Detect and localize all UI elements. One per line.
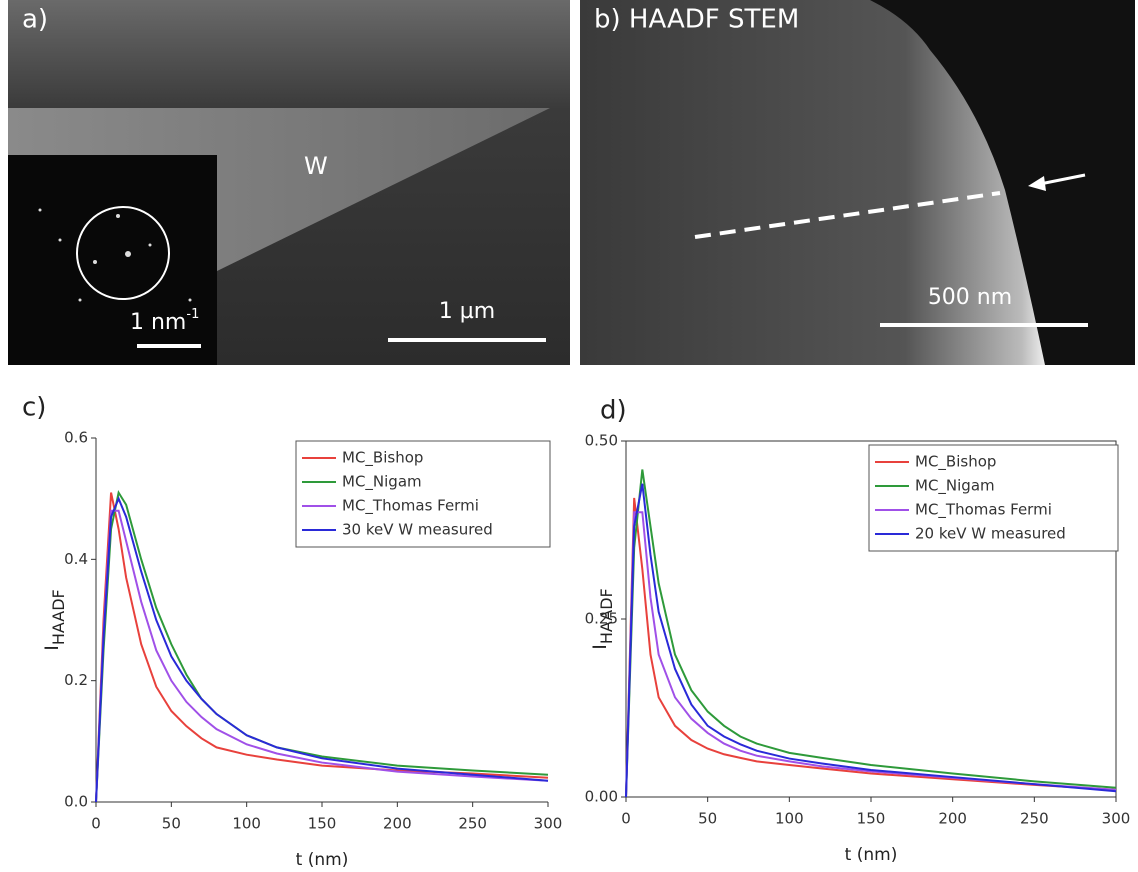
x-axis-label: t (nm) [296,850,349,870]
y-tick-label: 0.2 [64,671,88,689]
series-line [95,496,549,803]
arrow-head [1028,176,1046,191]
diffraction-spots [38,208,192,302]
x-tick-label: 0 [621,810,631,828]
panel-label: b) HAADF STEM [594,5,799,35]
legend-label: 20 keV W measured [915,525,1066,543]
specimen [580,0,1045,365]
x-tick-label: 250 [1020,810,1049,828]
line-profile [694,191,1001,239]
series-line [95,509,549,803]
legend-label: MC_Bishop [915,453,996,472]
panel-label: a) [22,5,48,35]
x-tick-label: 250 [458,815,487,833]
x-tick-label: 300 [1102,810,1131,828]
panel-b: b) HAADF STEM 500 nm [580,0,1135,365]
inset [8,155,217,365]
y-tick-label: 0.00 [585,788,618,806]
x-tick-label: 100 [232,815,261,833]
panel-label: d) [600,396,627,426]
x-axis-label: t (nm) [845,845,898,865]
panel-label: c) [22,393,46,423]
y-axis-label: IHAADF [41,589,68,651]
series-line [625,469,1117,798]
inset-scale-text: 1 nm [130,310,186,335]
x-tick-label: 100 [775,810,804,828]
x-tick-label: 0 [91,815,101,833]
y-label-sub: HAADF [49,589,68,645]
x-tick-label: 300 [534,815,563,833]
x-tick-label: 50 [162,815,181,833]
y-tick-label: 0.25 [585,610,618,628]
legend-label: MC_Thomas Fermi [915,501,1052,520]
legend-box [868,444,1119,552]
x-tick-label: 50 [698,810,717,828]
legend-label: MC_Nigam [915,477,995,496]
y-tick-label: 0.4 [64,550,88,568]
y-axis-label: IHAADF [589,588,616,650]
x-tick-label: 200 [938,810,967,828]
legend-label: MC_Bishop [342,449,423,468]
inset-scale: 1 nm-1 [130,307,199,336]
x-tick-label: 200 [383,815,412,833]
y-label-main: I [589,644,611,650]
scale-label: 1 µm [439,299,495,324]
arrow [1039,173,1086,186]
scale-label: 500 nm [928,285,1012,310]
y-label-main: I [41,645,63,651]
y-tick-label: 0.0 [64,793,88,811]
panel-a: a) W 1 nm-1 1 µm [8,0,570,365]
series-line [625,483,1117,798]
legend-label: 30 keV W measured [342,521,493,539]
y-tick-label: 0.50 [585,432,618,450]
legend-label: MC_Thomas Fermi [342,497,479,516]
inset-scale-sup: -1 [186,307,199,322]
x-tick-label: 150 [857,810,886,828]
series-line [95,492,549,803]
legend-box [295,440,551,548]
x-tick-label: 150 [308,815,337,833]
inset-circle [76,206,170,300]
y-label-sub: HAADF [597,588,616,644]
series-line [625,511,1117,798]
y-tick-label: 0.6 [64,429,88,447]
annotation: W [304,152,328,180]
series-line [625,497,1117,798]
legend-label: MC_Nigam [342,473,422,492]
